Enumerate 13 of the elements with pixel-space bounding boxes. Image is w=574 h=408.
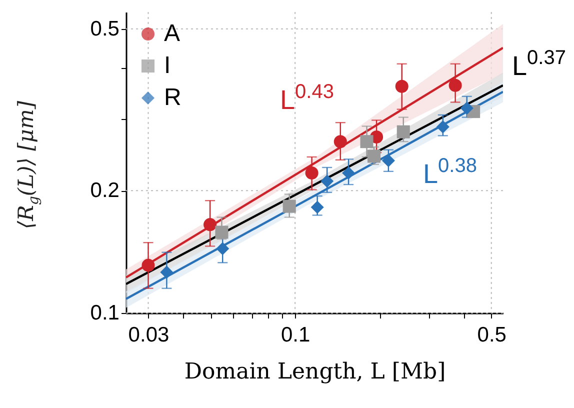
legend-label: I xyxy=(164,52,171,79)
legend-label: R xyxy=(164,84,182,111)
x-axis-title: Domain Length, L [Mb] xyxy=(184,360,446,384)
x-tick-label: 0.03 xyxy=(128,324,170,346)
text: L$^{0.37}$ xyxy=(512,47,566,81)
annotation: L$^{0.38}$ xyxy=(423,155,477,189)
x-tick-label: 0.5 xyxy=(477,324,506,346)
annotation: L$^{0.43}$ xyxy=(280,81,334,115)
y-tick-label: 0.5 xyxy=(90,17,120,40)
x-tick-label: 0.1 xyxy=(280,324,310,346)
legend-label: A xyxy=(164,20,180,47)
y-tick-label: 0.2 xyxy=(90,179,120,202)
y-tick-label: 0.1 xyxy=(90,302,120,324)
